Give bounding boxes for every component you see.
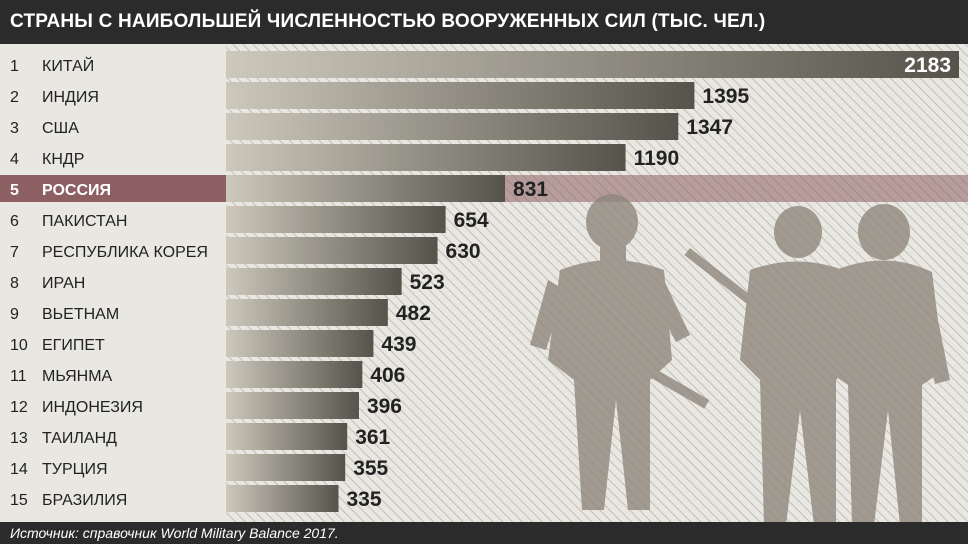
bar-15 xyxy=(226,485,339,512)
rank-label: 14 xyxy=(10,461,28,478)
country-label: БРАЗИЛИЯ xyxy=(42,492,127,509)
soldier-silhouettes xyxy=(530,194,950,525)
row-background xyxy=(0,299,226,326)
country-label: ИНДОНЕЗИЯ xyxy=(42,399,143,416)
rank-label: 5 xyxy=(10,182,19,199)
country-label: ПАКИСТАН xyxy=(42,213,127,230)
bar-9 xyxy=(226,299,388,326)
row-background xyxy=(0,361,226,388)
country-label: ИРАН xyxy=(42,275,85,292)
bar-7 xyxy=(226,237,438,264)
source-note: Источник: справочник World Military Bala… xyxy=(10,525,339,541)
rank-label: 4 xyxy=(10,151,19,168)
country-label: МЬЯНМА xyxy=(42,368,113,385)
row-background xyxy=(0,268,226,295)
rank-label: 7 xyxy=(10,244,19,261)
row-background xyxy=(0,485,226,512)
country-label: РЕСПУБЛИКА КОРЕЯ xyxy=(42,244,208,261)
bar-11 xyxy=(226,361,363,388)
row-background xyxy=(0,330,226,357)
value-label: 1347 xyxy=(686,116,733,139)
row-background xyxy=(0,144,226,171)
country-label: ТАИЛАНД xyxy=(42,430,117,447)
bar-2 xyxy=(226,82,695,109)
rank-label: 9 xyxy=(10,306,19,323)
rank-label: 8 xyxy=(10,275,19,292)
row-background xyxy=(0,423,226,450)
row-background xyxy=(0,113,226,140)
country-label: США xyxy=(42,120,79,137)
rank-label: 1 xyxy=(10,58,19,75)
bar-3 xyxy=(226,113,679,140)
rank-label: 3 xyxy=(10,120,19,137)
country-label: ИНДИЯ xyxy=(42,89,99,106)
value-label: 1190 xyxy=(634,147,680,170)
row-background xyxy=(0,175,226,202)
bar-8 xyxy=(226,268,402,295)
bar-6 xyxy=(226,206,446,233)
value-label: 523 xyxy=(410,271,445,294)
rank-label: 11 xyxy=(10,368,27,385)
bar-14 xyxy=(226,454,346,481)
country-label: РОССИЯ xyxy=(42,182,111,199)
bar-13 xyxy=(226,423,348,450)
chart-title: СТРАНЫ С НАИБОЛЬШЕЙ ЧИСЛЕННОСТЬЮ ВООРУЖЕ… xyxy=(10,11,766,32)
value-label: 831 xyxy=(513,178,548,201)
bar-5 xyxy=(226,175,506,202)
row-background xyxy=(0,392,226,419)
soldier-silhouette-left xyxy=(530,194,710,510)
row-background xyxy=(0,237,226,264)
country-label: ЕГИПЕТ xyxy=(42,337,105,354)
rank-label: 10 xyxy=(10,337,28,354)
rank-label: 2 xyxy=(10,89,19,106)
soldier-silhouette-right xyxy=(826,204,950,525)
value-label: 654 xyxy=(454,209,489,232)
country-label: КНДР xyxy=(42,151,84,168)
value-label: 406 xyxy=(370,364,405,387)
footer-bar xyxy=(0,522,968,544)
value-label: 1395 xyxy=(702,85,749,108)
row-background xyxy=(0,454,226,481)
row-background xyxy=(0,206,226,233)
bar-10 xyxy=(226,330,374,357)
bar-4 xyxy=(226,144,626,171)
country-label: ТУРЦИЯ xyxy=(42,461,108,478)
value-label: 2183 xyxy=(904,54,951,77)
value-label: 355 xyxy=(353,457,388,480)
value-label: 482 xyxy=(396,302,431,325)
value-label: 361 xyxy=(355,426,390,449)
value-label: 396 xyxy=(367,395,402,418)
value-label: 335 xyxy=(346,488,381,511)
rank-label: 15 xyxy=(10,492,28,509)
rank-label: 12 xyxy=(10,399,28,416)
header-bar xyxy=(0,0,968,44)
value-label: 439 xyxy=(381,333,416,356)
rank-label: 13 xyxy=(10,430,28,447)
bar-12 xyxy=(226,392,359,419)
rank-label: 6 xyxy=(10,213,19,230)
row-background xyxy=(0,82,226,109)
country-label: КИТАЙ xyxy=(42,56,94,75)
row-background xyxy=(0,51,226,78)
bar-1 xyxy=(226,51,959,78)
country-label: ВЬЕТНАМ xyxy=(42,306,119,323)
value-label: 630 xyxy=(446,240,481,263)
